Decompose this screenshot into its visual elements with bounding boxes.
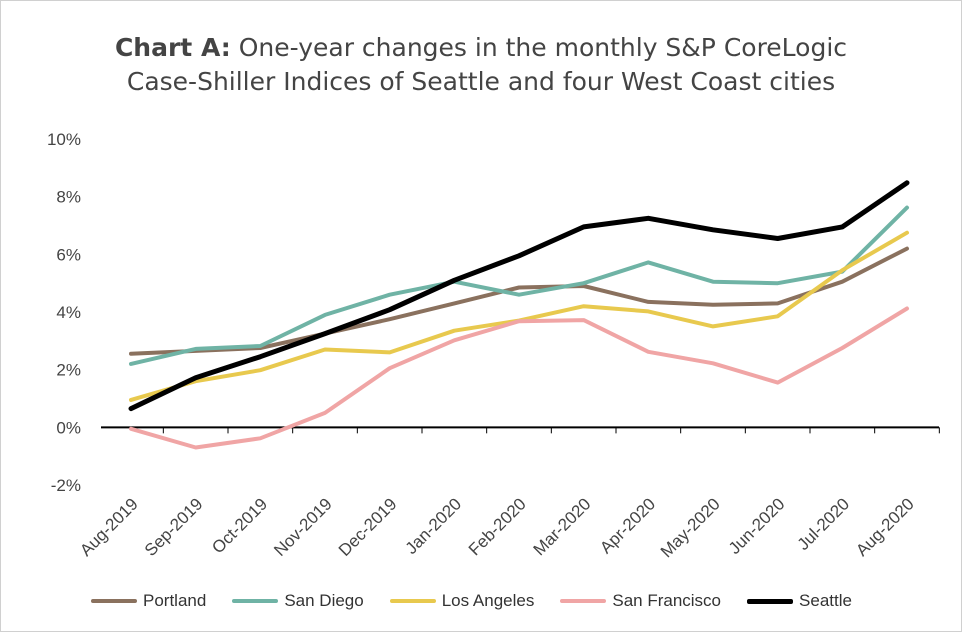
legend-label: San Diego [284, 591, 364, 610]
series-line-san-diego [129, 205, 909, 366]
x-tick-label: Oct-2019 [208, 494, 271, 557]
y-tick-label: 10% [47, 130, 81, 149]
legend-label: Seattle [799, 591, 852, 610]
x-tick-label: Aug-2019 [76, 494, 142, 560]
chart-title-lead: Chart A: [114, 33, 231, 62]
chart-title: Chart A: One-year changes in the monthly… [1, 31, 961, 99]
legend-item-san-francisco: San Francisco [560, 591, 721, 611]
x-tick-label: Dec-2019 [335, 494, 401, 560]
y-tick-label: 4% [56, 303, 81, 322]
chart-legend: Portland San Diego Los Angeles San Francisc… [91, 589, 951, 613]
x-tick-label: Aug-2020 [852, 494, 918, 560]
legend-label: Los Angeles [441, 591, 535, 610]
legend-swatch [91, 599, 137, 603]
x-tick-label: May-2020 [657, 494, 724, 561]
legend-label: Portland [143, 591, 207, 610]
y-tick-label: 8% [56, 188, 81, 207]
series-line-portland [129, 246, 909, 356]
legend-swatch [389, 599, 436, 603]
x-tick-label: Sep-2019 [141, 494, 207, 560]
legend-item-los-angeles: Los Angeles [389, 591, 535, 611]
series-line-seattle [128, 180, 910, 412]
x-tick-label: Apr-2020 [596, 494, 659, 557]
legend-item-seattle: Seattle [747, 591, 852, 611]
x-tick-label: Jun-2020 [725, 494, 789, 558]
chart-title-line2: Case-Shiller Indices of Seattle and four… [126, 67, 836, 96]
y-tick-label: 0% [56, 418, 81, 437]
y-tick-label: -2% [51, 476, 81, 495]
x-tick-label: Mar-2020 [530, 494, 595, 559]
x-tick-label: Jul-2020 [794, 494, 854, 554]
chart-title-line1-text: One-year changes in the monthly S&P Core… [230, 33, 848, 62]
legend-label: San Francisco [612, 591, 722, 610]
legend-item-san-diego: San Diego [232, 591, 364, 611]
x-tick-label: Feb-2020 [465, 494, 530, 559]
x-tick-label: Jan-2020 [402, 494, 466, 558]
y-tick-label: 6% [56, 245, 81, 264]
legend-swatch [747, 598, 794, 604]
chart-title-line1: Chart A: One-year changes in the monthly… [1, 31, 961, 65]
x-tick-label: Nov-2019 [270, 494, 336, 560]
series-line-san-francisco [129, 306, 909, 450]
legend-swatch [560, 599, 607, 603]
y-tick-label: 2% [56, 361, 81, 380]
legend-swatch [232, 599, 279, 603]
legend-item-portland: Portland [91, 591, 206, 611]
